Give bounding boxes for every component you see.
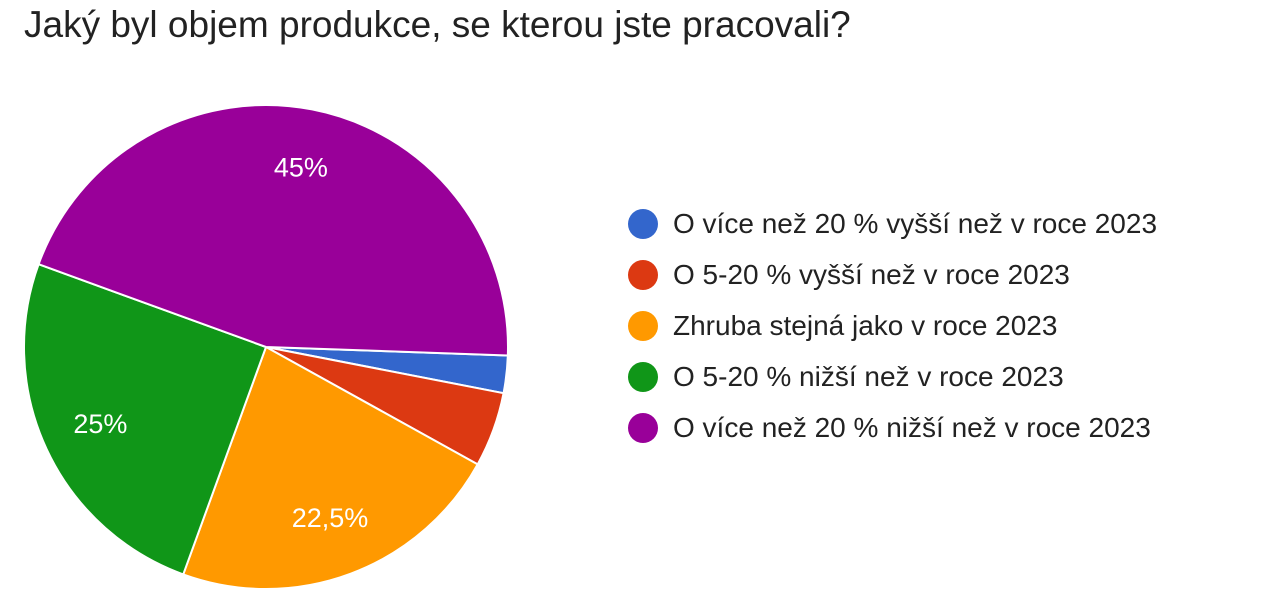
legend-swatch bbox=[628, 259, 658, 290]
legend-label: O 5-20 % vyšší než v roce 2023 bbox=[673, 258, 1070, 290]
legend-swatch bbox=[628, 310, 658, 341]
chart-legend: O více než 20 % vyšší než v roce 2023 O 5… bbox=[628, 198, 1157, 453]
legend-swatch bbox=[628, 412, 658, 443]
pie-slice bbox=[182, 346, 479, 590]
slice-data-label: 22,5% bbox=[292, 503, 369, 533]
pie-data-labels: 22,5% 25% 45% bbox=[73, 153, 368, 533]
legend-label: O 5-20 % nižší než v roce 2023 bbox=[673, 360, 1064, 392]
pie-slice bbox=[23, 263, 267, 576]
legend-item: O 5-20 % vyšší než v roce 2023 bbox=[628, 249, 1157, 300]
legend-item: O více než 20 % vyšší než v roce 2023 bbox=[628, 198, 1157, 249]
chart-title: Jaký byl objem produkce, se kterou jste … bbox=[24, 4, 851, 45]
legend-swatch bbox=[628, 361, 658, 392]
legend-swatch bbox=[628, 208, 658, 239]
slice-data-label: 25% bbox=[73, 409, 127, 439]
legend-item: O 5-20 % nižší než v roce 2023 bbox=[628, 351, 1157, 402]
pie-slices bbox=[23, 103, 509, 590]
legend-item: O více než 20 % nižší než v roce 2023 bbox=[628, 402, 1157, 453]
legend-label: Zhruba stejná jako v roce 2023 bbox=[673, 309, 1058, 341]
legend-label: O více než 20 % nižší než v roce 2023 bbox=[673, 411, 1151, 443]
pie-slice bbox=[37, 103, 509, 357]
slice-data-label: 45% bbox=[274, 153, 328, 183]
pie-chart: 22,5% 25% 45% bbox=[23, 103, 509, 590]
legend-label: O více než 20 % vyšší než v roce 2023 bbox=[673, 207, 1158, 239]
legend-item: Zhruba stejná jako v roce 2023 bbox=[628, 300, 1157, 351]
